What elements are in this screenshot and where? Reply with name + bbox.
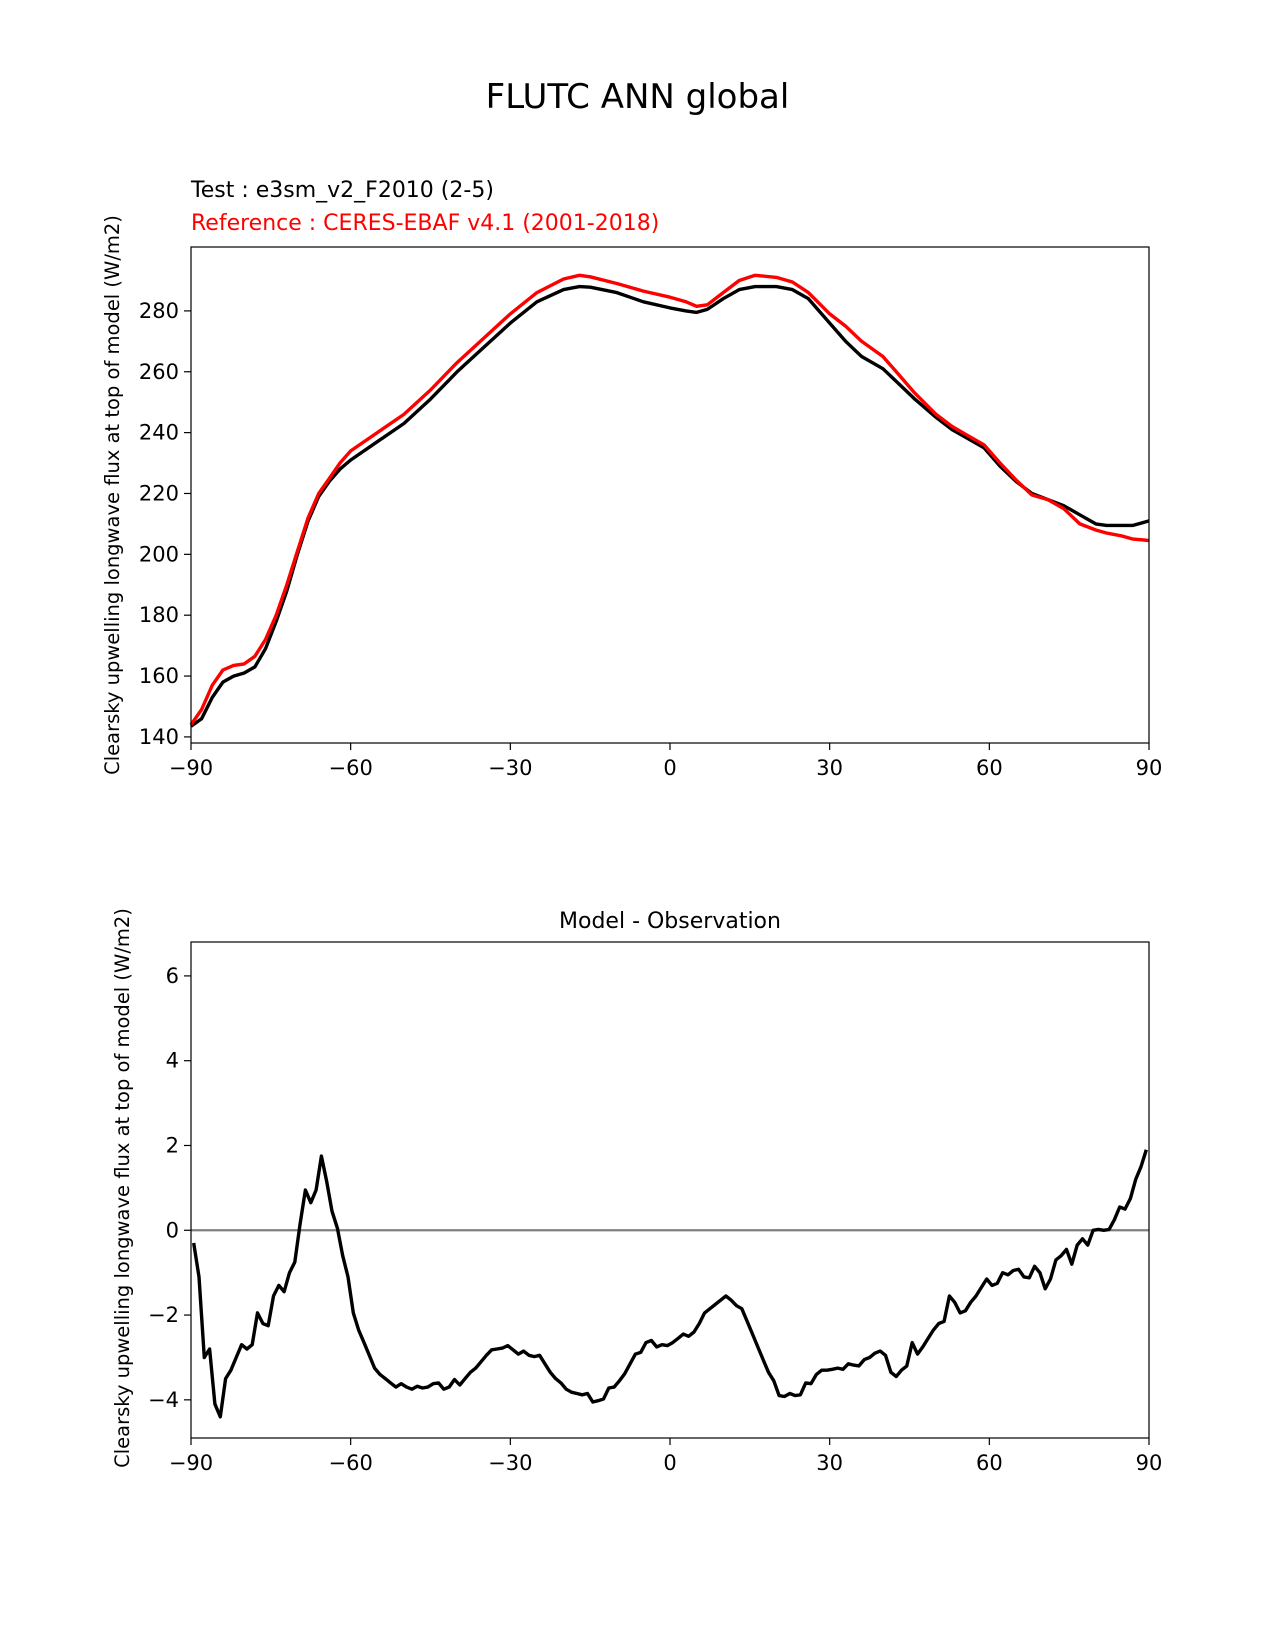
top-xtick-label: 90 [1136, 756, 1163, 780]
top-ytick-label: 180 [139, 603, 179, 627]
bottom-panel: Model - Observation Clearsky upwelling l… [111, 908, 1162, 1475]
top-ytick-label: 260 [139, 360, 179, 384]
top-panel: Test : e3sm_v2_F2010 (2-5) Reference : C… [101, 178, 1162, 780]
bottom-xtick-label: 0 [663, 1451, 676, 1475]
bottom-ytick-label: −4 [148, 1388, 179, 1412]
bottom-ytick-label: 6 [166, 964, 179, 988]
bottom-title: Model - Observation [559, 909, 781, 934]
bottom-ylabel: Clearsky upwelling longwave flux at top … [111, 908, 134, 1468]
top-ytick-label: 280 [139, 299, 179, 323]
top-series-lines [189, 273, 1150, 728]
bottom-xtick-label: 90 [1136, 1451, 1163, 1475]
bottom-ytick-label: 4 [166, 1049, 179, 1073]
top-series-line-test [190, 284, 1150, 728]
bottom-ytick-label: 2 [166, 1133, 179, 1157]
top-xtick-label: 0 [663, 756, 676, 780]
top-xtick-label: −60 [329, 756, 373, 780]
bottom-xtick-label: −60 [329, 1451, 373, 1475]
top-xtick-label: −30 [488, 756, 532, 780]
bottom-xtick-label: −90 [169, 1451, 213, 1475]
top-xtick-label: 30 [816, 756, 843, 780]
test-subtitle: Test : e3sm_v2_F2010 (2-5) [190, 178, 494, 203]
top-ytick-label: 240 [139, 421, 179, 445]
bottom-xtick-label: 60 [976, 1451, 1003, 1475]
top-ylabel: Clearsky upwelling longwave flux at top … [101, 215, 124, 775]
top-plot-frame [190, 246, 1150, 744]
bottom-plot-frame [190, 941, 1150, 1439]
bottom-axis-ticks: −90 −60 −30 0 30 60 90 −4 −2 0 2 4 6 [148, 964, 1162, 1475]
bottom-series-lines [191, 1149, 1149, 1419]
top-ytick-label: 160 [139, 664, 179, 688]
bottom-series-line-0 [192, 1149, 1148, 1419]
top-series-line-reference [189, 273, 1150, 726]
top-ytick-label: 220 [139, 481, 179, 505]
bottom-ytick-label: −2 [148, 1303, 179, 1327]
figure-title: FLUTC ANN global [486, 77, 790, 117]
reference-subtitle: Reference : CERES-EBAF v4.1 (2001-2018) [191, 211, 659, 236]
top-xtick-label: −90 [169, 756, 213, 780]
bottom-xtick-label: 30 [816, 1451, 843, 1475]
bottom-xtick-label: −30 [488, 1451, 532, 1475]
top-ytick-label: 200 [139, 542, 179, 566]
top-ytick-label: 140 [139, 725, 179, 749]
bottom-ytick-label: 0 [166, 1218, 179, 1242]
top-axis-ticks: −90 −60 −30 0 30 60 90 140 160 180 200 220 240 260 280 [139, 299, 1162, 780]
top-xtick-label: 60 [976, 756, 1003, 780]
